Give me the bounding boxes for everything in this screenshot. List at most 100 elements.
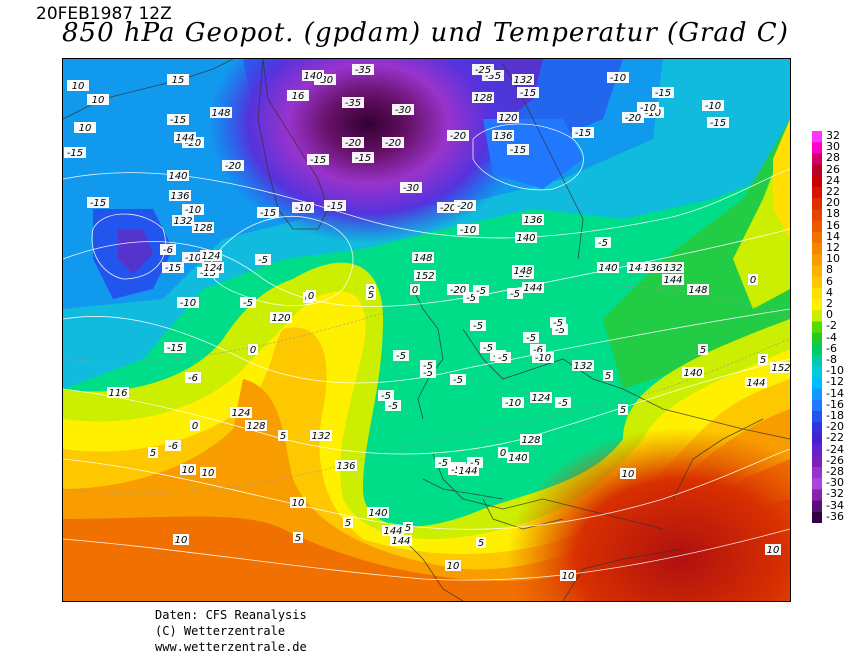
legend-label: -24 — [826, 442, 844, 456]
legend-swatch — [812, 444, 822, 457]
temperature-label-bg — [290, 497, 306, 508]
geopotential-label-bg — [414, 270, 436, 281]
temperature-label-bg — [160, 244, 176, 255]
geopotential-label: 140 — [168, 171, 187, 182]
temperature-label-bg — [87, 197, 109, 208]
temperature-label: -15 — [200, 268, 216, 279]
temperature-label: -6 — [163, 245, 173, 256]
legend-swatch — [812, 175, 822, 188]
temperature-label-bg — [70, 80, 86, 91]
legend-swatch — [812, 332, 822, 345]
legend-label: 32 — [826, 129, 840, 142]
geopotential-label: 132 — [311, 431, 330, 442]
legend-label: 14 — [826, 229, 840, 243]
temperature-label: -5 — [555, 325, 565, 336]
legend-label: 2 — [826, 297, 833, 310]
temperature-label: 15 — [172, 75, 185, 86]
geopotential-label: 128 — [246, 421, 265, 432]
credit-website[interactable]: www.wetterzentrale.de — [155, 640, 307, 654]
temperature-label: -6 — [168, 441, 178, 452]
temperature-label-bg — [222, 160, 244, 171]
temperature-label: 10 — [79, 123, 92, 134]
geopotential-label-bg — [507, 452, 529, 463]
legend-swatch — [812, 153, 822, 166]
legend-label: 20 — [826, 196, 840, 210]
geopotential-label: 148 — [413, 253, 432, 264]
temperature-label: -15 — [655, 88, 671, 99]
map-title: 850 hPa Geopot. (gpdam) und Temperatur (… — [62, 18, 789, 48]
temperature-label: -5 — [388, 401, 398, 412]
legend-label: 12 — [826, 241, 840, 254]
geopotential-label-bg — [520, 434, 542, 445]
legend-swatch — [812, 355, 822, 367]
temperature-label-bg — [167, 114, 189, 125]
temperature-label: -5 — [466, 293, 476, 304]
legend-label: -26 — [826, 453, 844, 467]
geopotential-label-bg — [770, 362, 790, 373]
legend-swatch — [812, 399, 822, 412]
temperature-label-bg — [447, 284, 469, 295]
geopotential-label-bg — [522, 214, 544, 225]
temperature-label: 5 — [345, 518, 351, 529]
legend-label: -34 — [826, 498, 844, 512]
temperature-label-bg — [748, 274, 758, 285]
temperature-label-bg — [420, 367, 436, 378]
temperature-label-bg — [392, 104, 414, 115]
temperature-label-bg — [702, 100, 724, 111]
geopotential-label-bg — [687, 284, 709, 295]
temperature-label: -6 — [533, 345, 543, 356]
geopotential-label: 128 — [193, 223, 212, 234]
legend-swatch — [812, 422, 822, 434]
legend-label: -36 — [826, 509, 844, 523]
temperature-label: 10 — [767, 545, 780, 556]
legend-label: -8 — [826, 353, 837, 366]
geopotential-label: 152 — [415, 271, 434, 282]
geopotential-label-bg — [662, 274, 684, 285]
temperature-label-bg — [342, 137, 364, 148]
temperature-label: 5 — [478, 538, 484, 549]
geopotential-label: 136 — [336, 461, 355, 472]
legend-label: -14 — [826, 386, 844, 400]
temperature-label-bg — [550, 317, 566, 328]
temperature-label: -15 — [165, 263, 181, 274]
temperature-label: -35 — [355, 65, 371, 76]
temperature-label: -10 — [535, 353, 551, 364]
map-canvas: -10-10-10-15-20-30-35-35-35-30-25-20-15-… — [63, 59, 790, 601]
temperature-label-bg — [435, 457, 451, 468]
geopotential-label-bg — [472, 92, 494, 103]
temperature-label-bg — [352, 152, 374, 163]
legend-swatch — [812, 265, 822, 278]
temperature-label: 10 — [622, 469, 635, 480]
temperature-label-bg — [707, 117, 729, 128]
temperature-label-bg — [523, 332, 539, 343]
temperature-label: -5 — [453, 375, 463, 386]
geopotential-label: 136 — [643, 263, 662, 274]
temperature-label: -5 — [498, 353, 508, 364]
temperature-label-bg — [437, 202, 459, 213]
geopotential-label: 128 — [521, 435, 540, 446]
geopotential-label-bg — [335, 460, 357, 471]
temperature-label: -10 — [295, 203, 311, 214]
temperature-label: -10 — [460, 225, 476, 236]
temperature-label: -5 — [396, 351, 406, 362]
temperature-label-bg — [463, 292, 479, 303]
temperature-label: 10 — [182, 465, 195, 476]
geopotential-label-bg — [497, 112, 519, 123]
temperature-label-bg — [182, 204, 204, 215]
temperature-label-bg — [255, 254, 271, 265]
legend-label: 18 — [826, 207, 840, 221]
temperature-label: -15 — [90, 198, 106, 209]
temperature-label-bg — [470, 320, 486, 331]
legend-swatch — [812, 500, 822, 513]
geopotential-label-bg — [192, 222, 214, 233]
temperature-label-bg — [190, 420, 200, 431]
legend-label: -2 — [826, 319, 837, 333]
temperature-label: -35 — [345, 98, 361, 109]
geopotential-label: 132 — [663, 263, 682, 274]
temperature-label-bg — [555, 397, 571, 408]
temperature-label-bg — [698, 344, 708, 355]
legend-swatch — [812, 231, 822, 244]
legend-swatch — [812, 321, 822, 334]
temperature-label: -15 — [260, 208, 276, 219]
geopotential-label: 152 — [771, 363, 790, 374]
